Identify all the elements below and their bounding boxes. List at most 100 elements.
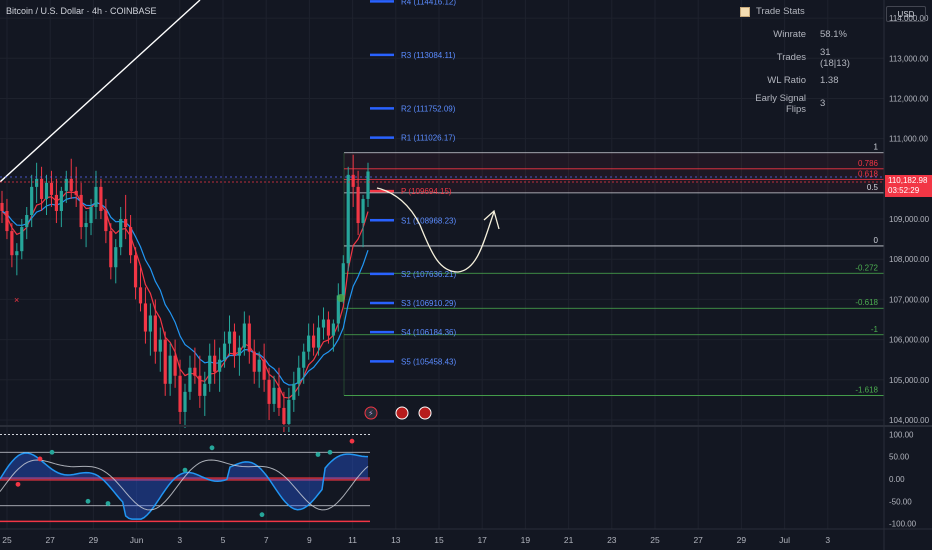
candle-body[interactable] [203,383,207,396]
candle-body[interactable] [44,182,49,199]
event-icon[interactable] [364,406,378,420]
stat-value: 1.38 [820,75,839,86]
candle-body[interactable] [5,210,9,232]
candle-body[interactable] [262,359,266,380]
osc-signal-dot [259,512,265,518]
candle-body[interactable] [39,178,44,199]
candle-body[interactable] [79,194,83,228]
candle-body[interactable] [341,263,345,296]
candle-body[interactable] [336,295,340,324]
stat-row: WL Ratio 1.38 [740,69,860,92]
currency-button[interactable]: USD [886,6,926,22]
candle-body[interactable] [277,387,281,408]
candle-body[interactable] [292,383,296,400]
candle-body[interactable] [158,339,162,352]
price-tick-label: 112,000.00 [889,94,929,103]
candle-body[interactable] [311,335,316,348]
candle-body[interactable] [20,227,24,252]
candle-body[interactable] [49,182,54,195]
stat-label: WL Ratio [767,75,806,86]
candle-body[interactable] [163,339,167,384]
candle-body[interactable] [54,194,59,211]
candle-body[interactable] [237,347,242,356]
candle-body[interactable] [59,190,63,211]
candle-body[interactable] [227,331,232,344]
candle-body[interactable] [218,359,222,372]
candle-body[interactable] [168,355,172,384]
candle-body[interactable] [222,343,227,360]
candle-body[interactable] [257,359,261,372]
candle-body[interactable] [188,367,192,392]
candle-body[interactable] [242,323,246,348]
candle-body[interactable] [0,202,4,211]
candle-body[interactable] [153,315,157,352]
time-tick-label: 7 [264,535,269,545]
pivot-level-label: R2 (111752.09) [401,104,456,113]
osc-signal-dot [15,481,21,487]
candle-body[interactable] [247,323,251,352]
candle-body[interactable] [119,219,123,248]
candle-body[interactable] [35,178,39,187]
candle-body[interactable] [208,355,212,384]
candle-body[interactable] [252,351,256,372]
stat-row: Trades 31 (18|13) [740,46,860,69]
candle-body[interactable] [326,319,331,336]
candle-body[interactable] [133,255,138,288]
candle-body[interactable] [94,186,98,207]
candle-body[interactable] [287,399,291,424]
candle-body[interactable] [15,251,19,256]
candle-body[interactable] [104,210,108,232]
fib-level-label: 0.618 [858,170,879,179]
us-flag-icon[interactable] [395,406,409,420]
candle-body[interactable] [213,355,217,372]
candle-body[interactable] [361,198,365,224]
us-flag-icon[interactable] [418,406,432,420]
symbol-title[interactable]: Bitcoin / U.S. Dollar · 4h · COINBASE [6,6,157,16]
candle-body[interactable] [143,303,148,332]
candle-body[interactable] [124,219,128,228]
oscillator-axis[interactable]: 100.00 50.00 0.00 -50.00 -100.00 [889,430,917,528]
candle-body[interactable] [272,387,276,404]
candle-body[interactable] [148,315,152,332]
candle-body[interactable] [69,178,73,191]
candle-body[interactable] [282,407,286,424]
candle-body[interactable] [302,351,306,368]
candle-body[interactable] [366,171,370,199]
candle-body[interactable] [25,215,29,228]
candle-body[interactable] [351,174,355,187]
oscillator-tick-label: -50.00 [889,497,912,506]
oscillator-tick-label: 100.00 [889,430,914,439]
candle-body[interactable] [178,375,182,412]
candle-body[interactable] [198,375,202,396]
candle-body[interactable] [267,379,271,404]
bar-countdown: 03:52:29 [888,186,920,195]
candle-body[interactable] [138,287,143,304]
candle-body[interactable] [10,231,14,256]
candle-body[interactable] [99,186,103,211]
time-axis[interactable]: 25 27 29 Jun 3 5 7 9 11 13 15 17 19 21 23 25 27 29 Jul 3 [2,535,830,545]
candle-body[interactable] [128,227,133,256]
time-tick-label: 25 [2,535,12,545]
candle-body[interactable] [316,327,321,348]
candle-body[interactable] [297,367,301,384]
candle-body[interactable] [232,331,237,356]
moving-averages [1,191,369,399]
candle-body[interactable] [114,247,118,268]
candle-body[interactable] [331,323,335,336]
candle-body[interactable] [84,223,88,228]
candle-body[interactable] [173,355,177,376]
candle-body[interactable] [183,391,187,412]
candle-body[interactable] [64,178,68,191]
candle-body[interactable] [89,206,93,224]
candle-body[interactable] [346,174,350,264]
candle-body[interactable] [307,335,311,352]
candle-body[interactable] [74,190,78,195]
time-tick-label: 5 [221,535,226,545]
candle-body[interactable] [193,367,197,376]
candle-body[interactable] [321,319,326,328]
candle-body[interactable] [109,231,113,268]
last-price-label: 110,182.98 03:52:29 [885,175,932,197]
candle-body[interactable] [356,186,360,224]
oscillator-tick-label: 50.00 [889,453,910,462]
candle-body[interactable] [30,186,34,216]
